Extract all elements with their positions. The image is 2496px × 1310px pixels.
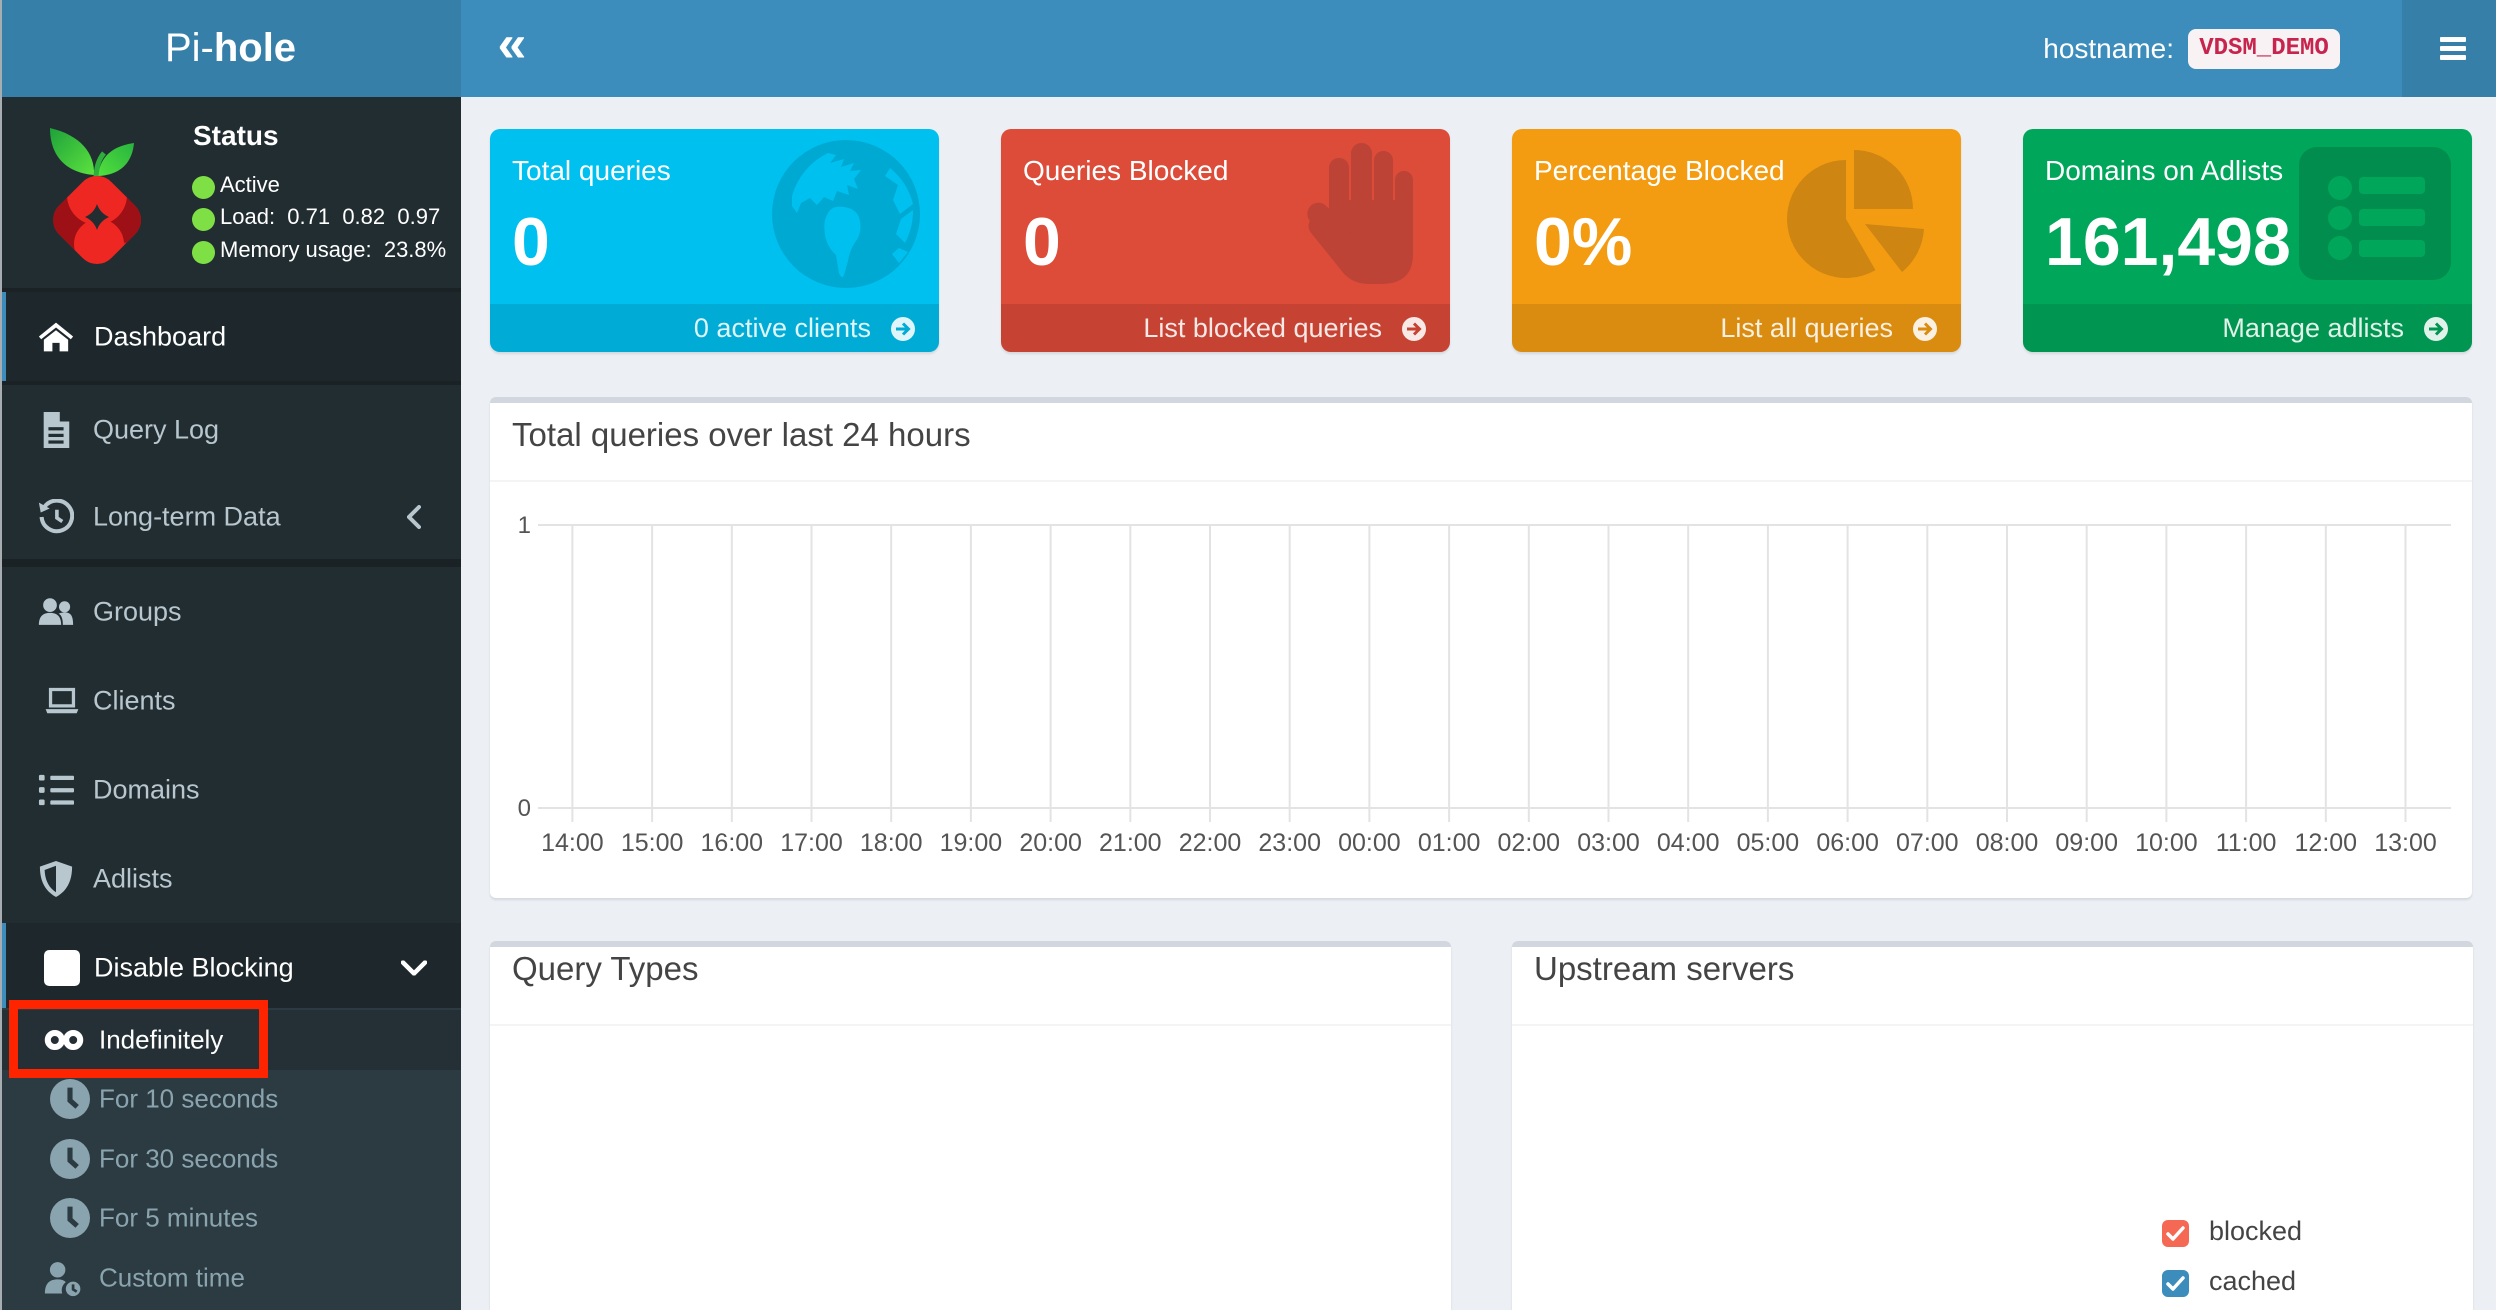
svg-text:03:00: 03:00 [1577, 829, 1640, 857]
svg-text:20:00: 20:00 [1019, 829, 1082, 857]
svg-text:18:00: 18:00 [860, 829, 923, 857]
svg-text:05:00: 05:00 [1737, 829, 1800, 857]
svg-text:0: 0 [518, 795, 531, 822]
svg-text:06:00: 06:00 [1816, 829, 1879, 857]
svg-text:14:00: 14:00 [541, 829, 604, 857]
svg-text:04:00: 04:00 [1657, 829, 1720, 857]
svg-text:15:00: 15:00 [621, 829, 684, 857]
svg-text:10:00: 10:00 [2135, 829, 2198, 857]
svg-text:23:00: 23:00 [1258, 829, 1321, 857]
svg-text:16:00: 16:00 [701, 829, 764, 857]
svg-text:11:00: 11:00 [2216, 829, 2277, 857]
svg-text:02:00: 02:00 [1498, 829, 1561, 857]
svg-text:13:00: 13:00 [2374, 829, 2437, 857]
svg-text:12:00: 12:00 [2295, 829, 2358, 857]
svg-text:09:00: 09:00 [2055, 829, 2118, 857]
svg-text:21:00: 21:00 [1099, 829, 1162, 857]
svg-text:08:00: 08:00 [1976, 829, 2039, 857]
svg-text:01:00: 01:00 [1418, 829, 1481, 857]
svg-text:19:00: 19:00 [940, 829, 1003, 857]
svg-text:1: 1 [518, 512, 531, 539]
svg-text:07:00: 07:00 [1896, 829, 1959, 857]
svg-text:17:00: 17:00 [780, 829, 843, 857]
svg-text:22:00: 22:00 [1179, 829, 1242, 857]
svg-text:00:00: 00:00 [1338, 829, 1401, 857]
